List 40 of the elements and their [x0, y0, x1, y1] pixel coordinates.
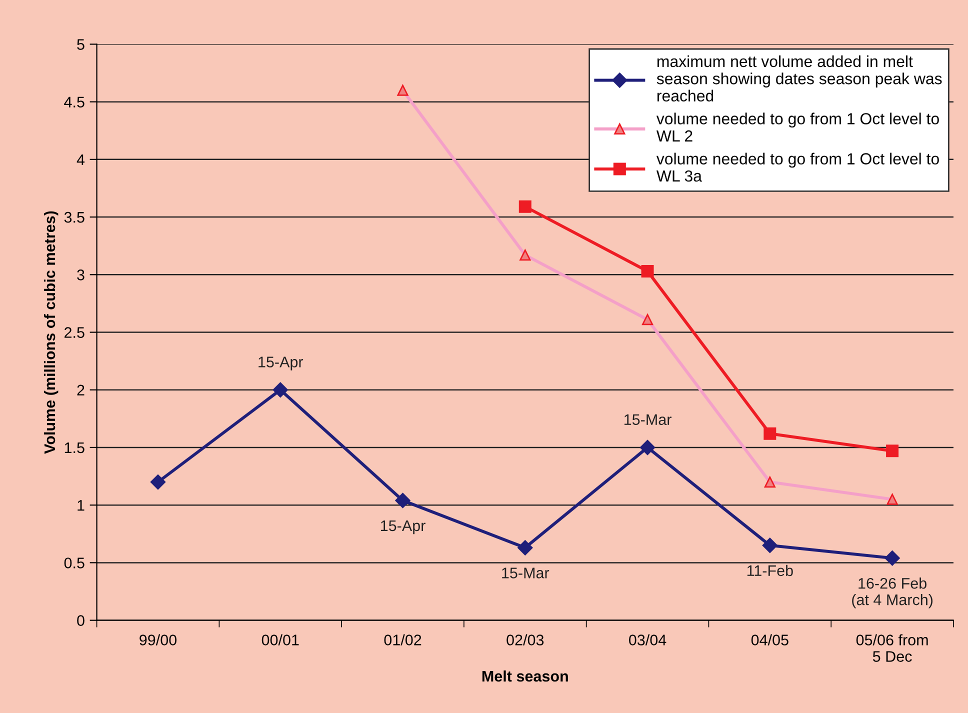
annotation: 15-Mar	[502, 568, 550, 578]
y-tick-label: 1	[78, 500, 84, 511]
point	[272, 382, 288, 398]
y-tick-label: 5	[77, 39, 84, 50]
point	[764, 427, 776, 440]
x-tick-label: 00/01	[262, 634, 299, 646]
point	[395, 492, 410, 508]
y-axis-title: Volume (millions of cubic metres)	[44, 211, 58, 454]
annotation: 15-Apr	[258, 356, 304, 370]
annotation: 16-26 Feb (at 4 March)	[852, 578, 933, 608]
x-tick-label: 99/00	[140, 634, 177, 646]
y-tick-label: 3	[77, 270, 84, 280]
legend-label: volume needed to go from 1 Oct level to WL 3a	[656, 152, 939, 182]
point	[641, 264, 654, 278]
point	[884, 550, 900, 566]
legend-label: maximum nett volume added in melt season showing dates season peak was reached	[656, 55, 942, 102]
legend-label: volume needed to go from 1 Oct level to WL 2	[656, 112, 939, 142]
y-tick-label: 0	[77, 615, 84, 626]
annotation: 15-Apr	[380, 520, 426, 534]
x-tick-label: 01/02	[384, 634, 422, 646]
x-tick-label: 04/05	[751, 634, 788, 646]
x-axis-title: Melt season	[482, 670, 568, 682]
y-tick-label: 2	[77, 384, 84, 396]
y-tick-label: 1.5	[64, 442, 84, 454]
y-tick-label: 0.5	[64, 558, 84, 568]
x-tick-label: 05/06 from 5 Dec	[856, 634, 928, 662]
point	[150, 474, 166, 490]
y-tick-label: 4.5	[64, 96, 84, 108]
x-tick-label: 02/03	[506, 634, 544, 646]
y-tick-label: 3.5	[64, 212, 84, 223]
point	[518, 540, 533, 556]
x-tick-label: 03/04	[629, 634, 666, 646]
annotation: 11-Feb	[747, 564, 793, 576]
point	[762, 538, 778, 553]
point	[640, 440, 656, 456]
point	[886, 444, 899, 458]
y-tick-label: 4	[76, 154, 85, 165]
y-tick-label: 2.5	[64, 327, 84, 338]
annotation: 15-Mar	[624, 414, 672, 426]
point	[518, 200, 532, 213]
